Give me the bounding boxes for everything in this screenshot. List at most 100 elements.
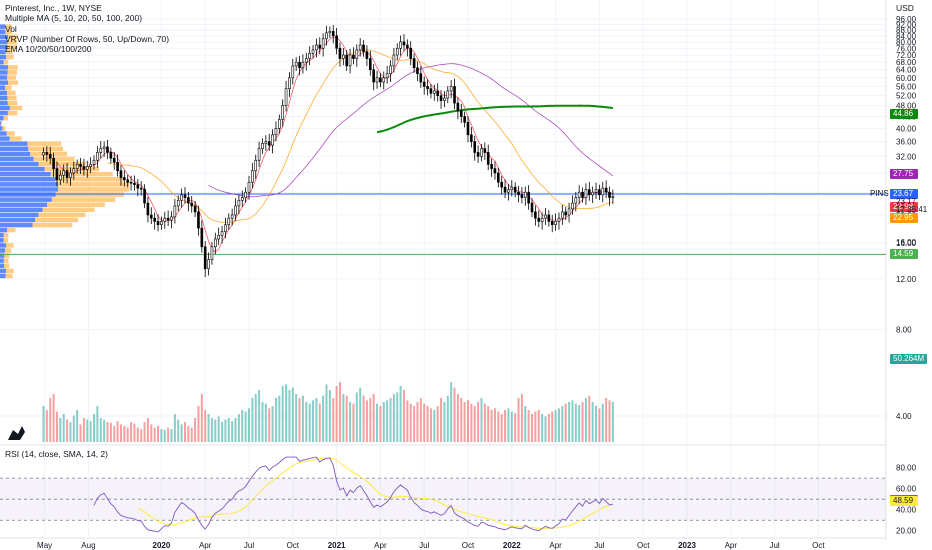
horizontal-lines[interactable] [0,194,886,254]
volume-bar [305,402,307,442]
candle-body [356,50,358,59]
grid [0,0,886,540]
volume-bar [497,412,499,442]
price-level-label: 16.00 [896,238,916,247]
candle-body [396,48,398,55]
volume-bar [477,402,479,442]
indicator-ema[interactable]: EMA 10/20/50/100/200 [5,44,169,54]
time-tick-label: Apr [549,541,562,550]
candle-body [83,166,85,169]
candle-body [366,52,368,59]
volume-bar [383,402,385,442]
volume-profile-down-row [4,264,9,268]
candle-body [272,135,274,145]
volume-bar [369,398,371,442]
volume-profile-up-row [0,192,56,196]
volume-bar [474,406,476,442]
candle-body [507,190,509,193]
volume-profile-down-row [33,223,73,227]
volume-profile-down-row [52,197,115,201]
volume-profile-up-row [0,167,45,171]
volume-bar [433,410,435,442]
volume-bar [319,404,321,442]
candle-body [454,86,456,103]
volume-bar [86,420,88,442]
candle-body [612,197,614,198]
volume-bar [90,421,92,442]
volume-bar [83,418,85,442]
volume-profile-up-row [0,228,7,232]
volume-bar [181,424,183,442]
price-tag: 50.264M [890,354,927,364]
volume-profile-down-row [7,91,15,95]
volume-profile-up-row [0,60,4,64]
volume-profile-up-row [0,274,6,278]
candle-body [255,160,257,171]
volume-bar [437,406,439,442]
volume-profile-up-row [0,213,38,217]
volume-profile-up-row [0,101,8,105]
indicator-multiple-ma[interactable]: Multiple MA (5, 10, 20, 50, 100, 200) [5,13,169,23]
volume-bar [292,388,294,442]
rsi-tick-label: 60.00 [896,485,917,494]
volume-profile-down-row [4,233,9,237]
price-tag: 44.86 [890,109,918,119]
candle-body [157,221,159,224]
volume-bar [144,422,146,442]
indicator-vrvp[interactable]: VRVP (Number Of Rows, 50, Up/Down, 70) [5,34,169,44]
volume-bar [491,410,493,442]
volume-profile-up-row [0,243,6,247]
candle-body [538,218,540,221]
price-axis[interactable]: 96.0092.0088.0084.0080.0076.0072.0068.00… [896,15,917,536]
volume-bar [558,408,560,442]
candle-body [181,195,183,200]
volume-bar [427,406,429,442]
candle-body [393,55,395,66]
time-axis[interactable]: May Aug 2020 Apr Jul Oct 2021 Apr Jul Oct 2022 Apr J… [37,541,825,550]
candle-body [423,82,425,86]
time-tick-label: Jul [244,541,254,550]
candle-body [211,247,213,260]
volume-profile-down-row [1,121,2,125]
volume-bar [309,404,311,442]
volume-profile-up-row [0,126,2,130]
volume-bar [278,396,280,442]
candle-body [285,89,287,106]
volume-profile-up-row [0,223,33,227]
volume-bar [160,429,162,442]
volume-bar [100,418,102,442]
time-tick-label: Oct [637,541,650,550]
candle-body [245,192,247,197]
volume-bar [336,386,338,442]
symbol-title[interactable]: Pinterest, Inc., 1W, NYSE [5,3,169,13]
volume-profile-up-row [0,202,47,206]
volume-profile-up-row [0,152,30,156]
rsi-legend[interactable]: RSI (14, close, SMA, 14, 2) [5,449,108,459]
volume-profile-up-row [0,131,7,135]
volume-profile-down-row [6,274,13,278]
volume-bar [218,416,220,442]
candle-body [103,147,105,149]
volume-bar [534,412,536,442]
volume-bar [204,410,206,442]
indicator-vol[interactable]: Vol [5,24,169,34]
volume-bar [282,386,284,442]
candle-body [595,190,597,193]
candle-body [177,200,179,206]
candle-body [288,78,290,89]
volume-bar [356,392,358,442]
candle-body [386,74,388,78]
volume-bar [96,406,98,442]
candle-body [561,212,563,218]
volume-profile-down-row [7,75,16,79]
volume-profile-up-row [0,147,28,151]
volume-bar [416,402,418,442]
candle-body [457,103,459,111]
volume-bar [608,400,610,442]
volume-bar [285,384,287,442]
candle-body [511,187,513,190]
candle-body [49,154,51,158]
volume-bar [228,418,230,442]
candle-body [376,78,378,82]
